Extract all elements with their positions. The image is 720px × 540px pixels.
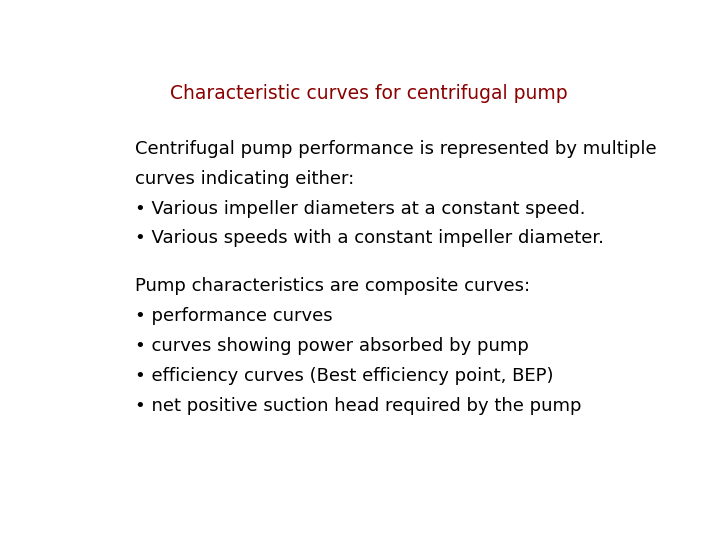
- Text: • curves showing power absorbed by pump: • curves showing power absorbed by pump: [135, 338, 528, 355]
- Text: curves indicating either:: curves indicating either:: [135, 170, 354, 187]
- Text: Pump characteristics are composite curves:: Pump characteristics are composite curve…: [135, 278, 530, 295]
- Text: • efficiency curves (Best efficiency point, BEP): • efficiency curves (Best efficiency poi…: [135, 367, 553, 385]
- Text: Centrifugal pump performance is represented by multiple: Centrifugal pump performance is represen…: [135, 140, 656, 158]
- Text: Characteristic curves for centrifugal pump: Characteristic curves for centrifugal pu…: [170, 84, 568, 103]
- Text: • performance curves: • performance curves: [135, 307, 332, 325]
- Text: • net positive suction head required by the pump: • net positive suction head required by …: [135, 397, 581, 415]
- Text: • Various impeller diameters at a constant speed.: • Various impeller diameters at a consta…: [135, 199, 585, 218]
- Text: • Various speeds with a constant impeller diameter.: • Various speeds with a constant impelle…: [135, 230, 603, 247]
